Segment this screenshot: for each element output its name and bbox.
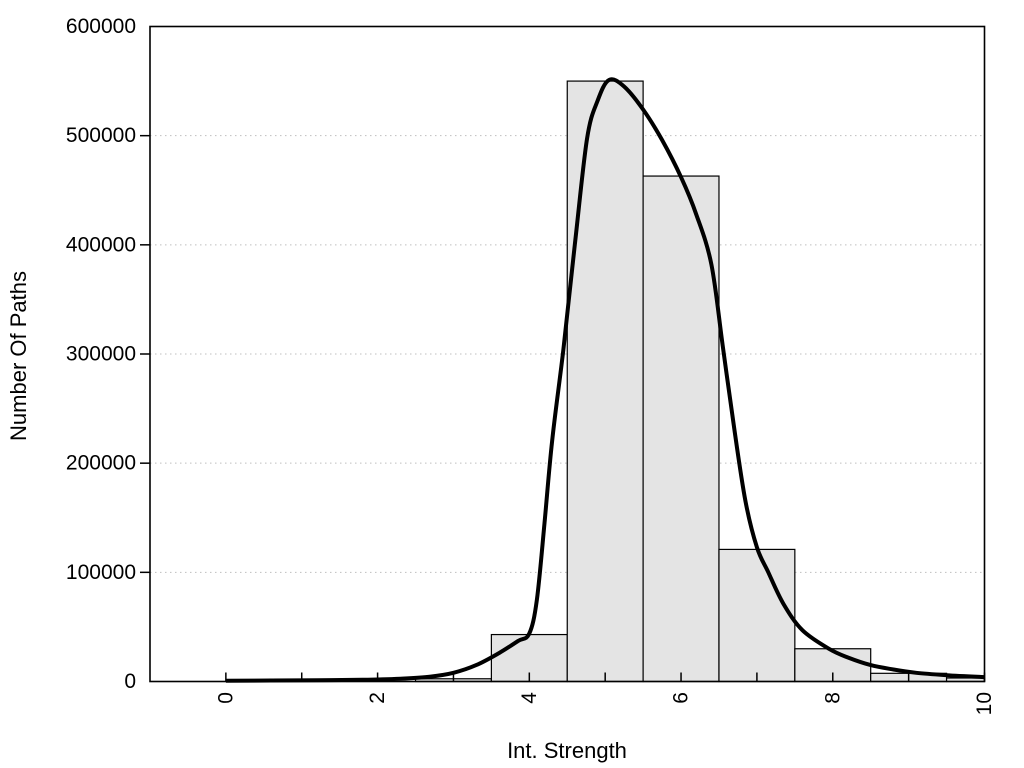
y-tick-label: 200000 xyxy=(66,452,136,475)
tick-layer xyxy=(140,134,986,682)
x-tick-label: 0 xyxy=(214,692,237,704)
x-axis-title: Int. Strength xyxy=(507,738,627,763)
tick-label-layer: 0 2 4 6 8 10 0 100000 200000 300000 400000 500000 60… xyxy=(66,15,996,715)
gridline-layer xyxy=(150,135,985,573)
y-tick-label: 300000 xyxy=(66,343,136,366)
x-tick-label: 6 xyxy=(670,692,693,704)
histogram-bar xyxy=(566,80,644,683)
histogram-bars-layer xyxy=(414,80,986,683)
x-tick-label: 2 xyxy=(366,692,389,704)
histogram-bar xyxy=(718,548,796,683)
y-tick-label: 0 xyxy=(124,670,136,693)
y-tick-label: 100000 xyxy=(66,561,136,584)
y-tick-label: 400000 xyxy=(66,233,136,256)
x-tick-label: 10 xyxy=(973,692,996,715)
y-axis-title: Number Of Paths xyxy=(6,271,31,441)
y-tick-label: 600000 xyxy=(66,15,136,38)
x-tick-label: 8 xyxy=(821,692,844,704)
x-tick-label: 4 xyxy=(518,692,541,704)
density-curve-layer xyxy=(225,77,985,683)
y-tick-label: 500000 xyxy=(66,124,136,147)
histogram-bar xyxy=(642,175,720,683)
density-curve xyxy=(225,77,985,683)
